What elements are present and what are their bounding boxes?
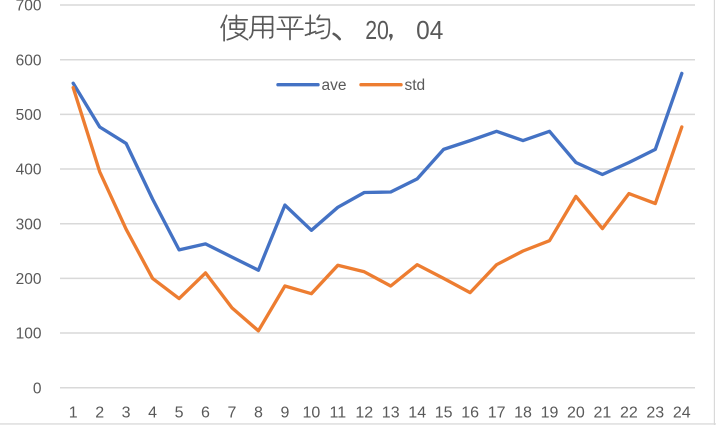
svg-text:15: 15 (435, 404, 453, 421)
svg-text:0: 0 (33, 380, 42, 397)
svg-text:12: 12 (355, 404, 373, 421)
svg-text:7: 7 (228, 404, 237, 421)
svg-text:22: 22 (620, 404, 638, 421)
svg-text:200: 200 (16, 271, 42, 288)
svg-text:500: 500 (16, 107, 42, 124)
svg-text:400: 400 (16, 162, 42, 179)
svg-text:20: 20 (567, 404, 585, 421)
svg-text:04: 04 (416, 15, 443, 45)
svg-text:8: 8 (254, 404, 263, 421)
svg-text:21: 21 (594, 404, 612, 421)
svg-text:700: 700 (16, 0, 42, 15)
svg-text:6: 6 (201, 404, 210, 421)
svg-text:13: 13 (382, 404, 400, 421)
svg-text:2: 2 (95, 404, 104, 421)
svg-text:17: 17 (488, 404, 506, 421)
svg-text:23: 23 (646, 404, 664, 421)
svg-text:24: 24 (673, 404, 691, 421)
svg-text:18: 18 (514, 404, 532, 421)
svg-text:4: 4 (148, 404, 157, 421)
svg-text:14: 14 (408, 404, 426, 421)
svg-text:600: 600 (16, 52, 42, 69)
svg-text:9: 9 (280, 404, 289, 421)
svg-text:11: 11 (329, 404, 346, 421)
svg-text:19: 19 (541, 404, 559, 421)
svg-text:1: 1 (69, 404, 78, 421)
svg-text:std: std (405, 77, 426, 94)
svg-text:10: 10 (303, 404, 321, 421)
svg-text:ave: ave (322, 77, 347, 94)
svg-text:5: 5 (175, 404, 184, 421)
svg-text:300: 300 (16, 216, 42, 233)
svg-text:100: 100 (16, 326, 42, 343)
svg-text:20: 20 (365, 15, 389, 45)
svg-text:3: 3 (122, 404, 131, 421)
svg-text:16: 16 (461, 404, 479, 421)
